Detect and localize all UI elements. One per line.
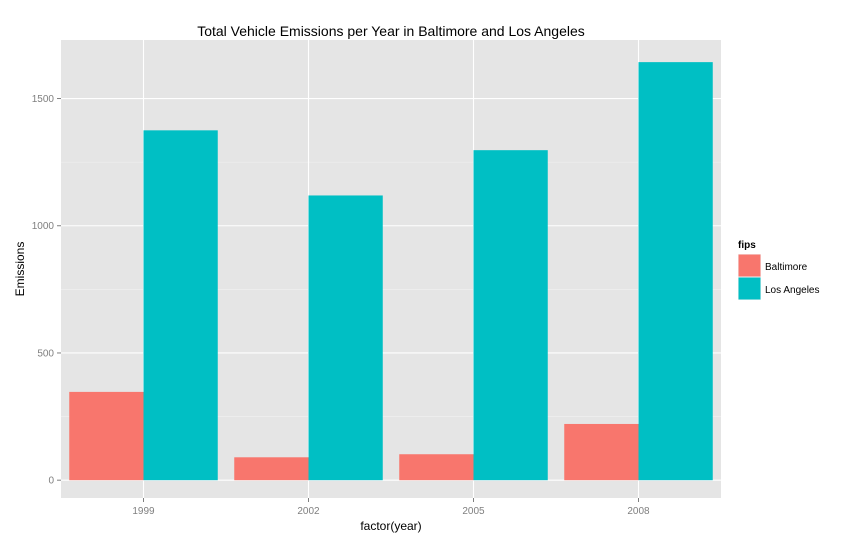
bars <box>69 62 713 481</box>
bar-los-angeles-2005 <box>473 150 548 481</box>
bar-los-angeles-1999 <box>143 130 218 481</box>
bar-baltimore-1999 <box>69 391 144 481</box>
legend-label: Los Angeles <box>765 285 820 296</box>
x-tick-label: 2002 <box>297 506 320 517</box>
legend-label: Baltimore <box>765 262 808 273</box>
bar-los-angeles-2008 <box>638 62 713 481</box>
x-tick-label: 2005 <box>462 506 485 517</box>
x-axis-title: factor(year) <box>360 519 421 533</box>
legend-items: Baltimore Los Angeles <box>738 254 820 300</box>
legend-swatch-baltimore <box>738 254 761 277</box>
bar-los-angeles-2002 <box>308 195 383 481</box>
y-tick-label: 0 <box>48 476 54 487</box>
y-tick-label: 500 <box>37 348 54 359</box>
x-tick-label: 1999 <box>132 506 155 517</box>
y-axis-ticks: 0 500 1000 1500 <box>32 94 61 487</box>
y-tick-label: 1000 <box>32 221 55 232</box>
legend-title: fips <box>738 240 756 251</box>
bar-baltimore-2008 <box>564 423 639 481</box>
y-tick-label: 1500 <box>32 94 55 105</box>
x-tick-label: 2008 <box>627 506 650 517</box>
chart-title: Total Vehicle Emissions per Year in Balt… <box>197 23 585 39</box>
bar-baltimore-2005 <box>399 454 474 481</box>
bar-baltimore-2002 <box>234 457 309 481</box>
y-axis-title: Emissions <box>13 242 27 297</box>
legend: fips Baltimore Los Angeles <box>738 240 820 300</box>
legend-swatch-los-angeles <box>738 277 761 300</box>
x-axis-ticks: 1999 2002 2005 2008 <box>132 498 650 517</box>
